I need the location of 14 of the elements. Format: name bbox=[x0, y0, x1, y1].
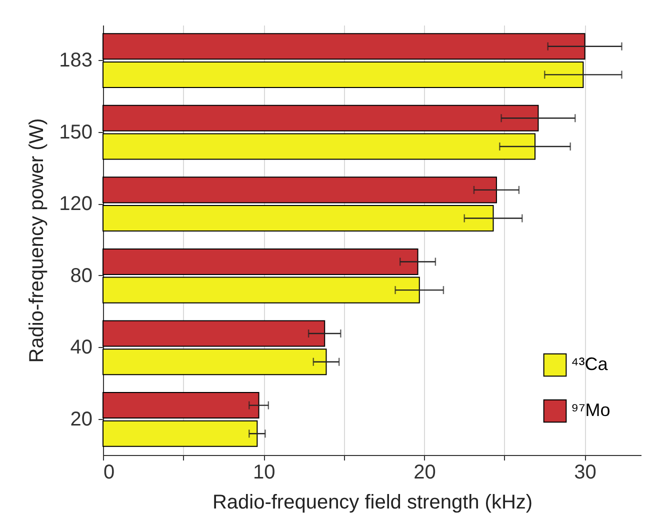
y-tick-label: 150 bbox=[59, 121, 92, 144]
y-tick-label: 80 bbox=[70, 264, 92, 287]
y-axis-title: Radio-frequency power (W) bbox=[26, 118, 48, 363]
x-tick-label: 10 bbox=[252, 462, 276, 484]
legend-label: ⁹⁷Mo bbox=[571, 400, 610, 420]
y-tick-label: 120 bbox=[59, 193, 92, 216]
x-tick-label: 0 bbox=[104, 462, 115, 484]
x-tick-label: 30 bbox=[574, 462, 596, 484]
legend-label: ⁴³Ca bbox=[571, 354, 609, 374]
x-tick-label: 20 bbox=[414, 462, 436, 484]
x-axis-title: Radio-frequency field strength (kHz) bbox=[212, 492, 533, 514]
y-tick-label: 40 bbox=[70, 336, 92, 359]
y-tick-label: 183 bbox=[59, 50, 92, 72]
y-tick-label: 20 bbox=[70, 408, 92, 430]
